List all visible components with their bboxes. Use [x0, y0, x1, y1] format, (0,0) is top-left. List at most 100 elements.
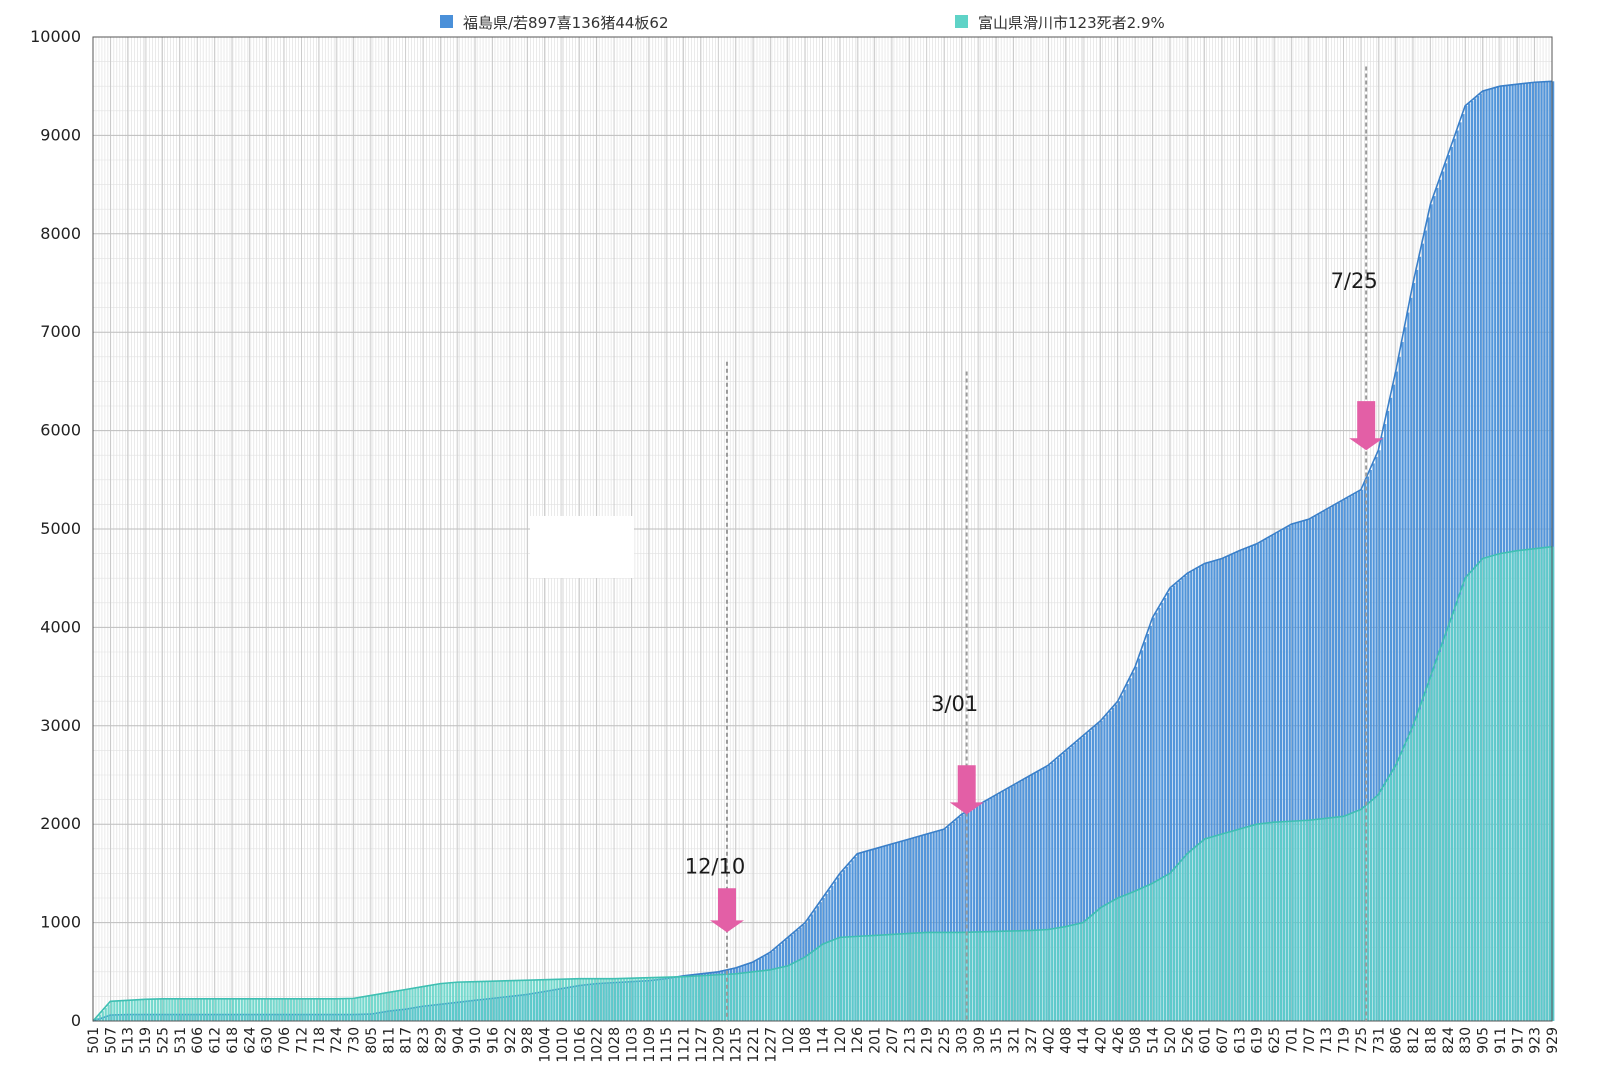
x-tick-label: 1103: [624, 1027, 640, 1063]
x-tick-label: 805: [364, 1027, 380, 1054]
bar: [987, 799, 990, 1021]
bar: [1404, 327, 1407, 1021]
bar: [1143, 642, 1147, 1021]
annotation-label: 7/25: [1331, 269, 1378, 293]
x-tick-label: 1209: [711, 1027, 727, 1063]
bar: [1485, 90, 1488, 1022]
bar: [1091, 728, 1094, 1021]
bar: [1473, 568, 1477, 1021]
bar: [142, 999, 145, 1021]
bar: [631, 978, 634, 1021]
x-tick-label: 731: [1371, 1027, 1387, 1054]
bar: [828, 941, 831, 1021]
bar: [434, 984, 437, 1021]
bar: [1152, 617, 1155, 1021]
bar: [674, 976, 678, 1021]
bar: [561, 979, 565, 1021]
bar: [1331, 506, 1335, 1021]
bar: [1369, 802, 1372, 1021]
x-tick-label: 916: [485, 1027, 501, 1054]
bar: [1239, 829, 1242, 1021]
bar: [1033, 930, 1037, 1021]
bar: [915, 933, 918, 1021]
bar: [929, 833, 932, 1021]
bar: [906, 933, 909, 1021]
bar: [608, 978, 611, 1021]
x-tick-label: 917: [1510, 1027, 1526, 1054]
x-tick-label: 811: [381, 1027, 397, 1054]
bar: [440, 983, 443, 1021]
bar: [231, 998, 235, 1021]
legend-label-fukushima: 福島県/若897喜136猪44板62: [463, 14, 669, 32]
bar: [1300, 820, 1303, 1021]
bar: [1155, 881, 1158, 1021]
bar: [590, 978, 594, 1021]
bar: [1473, 98, 1477, 1021]
bar: [822, 944, 825, 1021]
bar: [1459, 594, 1462, 1021]
bar: [880, 935, 883, 1021]
bar: [654, 977, 657, 1021]
legend-swatch-fukushima: [440, 15, 453, 28]
bar: [339, 998, 342, 1021]
bar: [1381, 437, 1384, 1021]
bar: [938, 830, 941, 1021]
bar: [1181, 860, 1184, 1021]
bar: [1366, 804, 1369, 1021]
bar: [984, 931, 987, 1021]
bar: [1378, 794, 1381, 1021]
bar: [1219, 834, 1222, 1021]
bar: [437, 984, 440, 1021]
bar: [489, 981, 492, 1021]
bar: [200, 998, 203, 1021]
bar: [1158, 879, 1161, 1021]
bar: [1404, 745, 1407, 1021]
bar: [1308, 519, 1312, 1021]
bar: [1187, 573, 1190, 1021]
bar: [1210, 561, 1213, 1021]
bar: [1146, 885, 1149, 1021]
x-tick-label: 102: [781, 1027, 797, 1054]
x-tick-label: 806: [1389, 1027, 1405, 1054]
bar: [625, 978, 628, 1021]
bar: [1158, 607, 1161, 1021]
bar: [385, 992, 388, 1021]
bar: [900, 841, 903, 1021]
x-tick-label: 1016: [572, 1027, 588, 1063]
bar: [1224, 833, 1228, 1021]
bar: [1274, 533, 1277, 1021]
bar: [1022, 779, 1025, 1021]
bar: [1146, 633, 1149, 1021]
bar: [1085, 920, 1089, 1021]
bar: [1256, 824, 1259, 1021]
bar: [1352, 494, 1355, 1021]
bar: [776, 968, 779, 1021]
bar: [741, 973, 744, 1021]
bar: [388, 992, 391, 1021]
y-tick-label: 2000: [40, 814, 81, 833]
bar: [941, 829, 944, 1021]
bar: [813, 950, 817, 1021]
bar: [926, 834, 929, 1021]
x-tick-label: 904: [451, 1027, 467, 1054]
bar: [1401, 342, 1404, 1021]
bar: [1398, 758, 1401, 1021]
bar: [1062, 927, 1066, 1021]
bar: [1462, 586, 1465, 1021]
y-tick-label: 4000: [40, 617, 81, 636]
bar: [990, 797, 993, 1021]
bar: [176, 998, 180, 1021]
bar: [469, 981, 472, 1021]
bar: [1372, 799, 1375, 1021]
bar: [906, 839, 909, 1021]
annotation-arrow-icon: [949, 765, 984, 815]
bar: [1054, 760, 1057, 1021]
bar: [203, 998, 206, 1021]
bar: [651, 977, 654, 1021]
bar: [1233, 830, 1236, 1021]
bar: [851, 936, 854, 1021]
bar: [894, 843, 898, 1021]
bar: [113, 1001, 116, 1021]
bar: [1100, 907, 1103, 1021]
bar: [689, 976, 692, 1021]
